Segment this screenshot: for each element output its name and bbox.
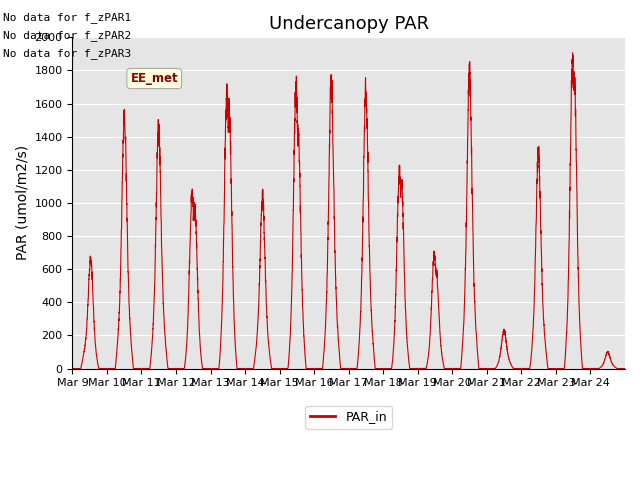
- Text: No data for f_zPAR1: No data for f_zPAR1: [3, 12, 131, 23]
- Title: Undercanopy PAR: Undercanopy PAR: [269, 15, 429, 33]
- Text: EE_met: EE_met: [131, 72, 178, 85]
- Text: No data for f_zPAR2: No data for f_zPAR2: [3, 30, 131, 41]
- Text: No data for f_zPAR3: No data for f_zPAR3: [3, 48, 131, 60]
- Legend: PAR_in: PAR_in: [305, 406, 392, 429]
- Y-axis label: PAR (umol/m2/s): PAR (umol/m2/s): [15, 145, 29, 261]
